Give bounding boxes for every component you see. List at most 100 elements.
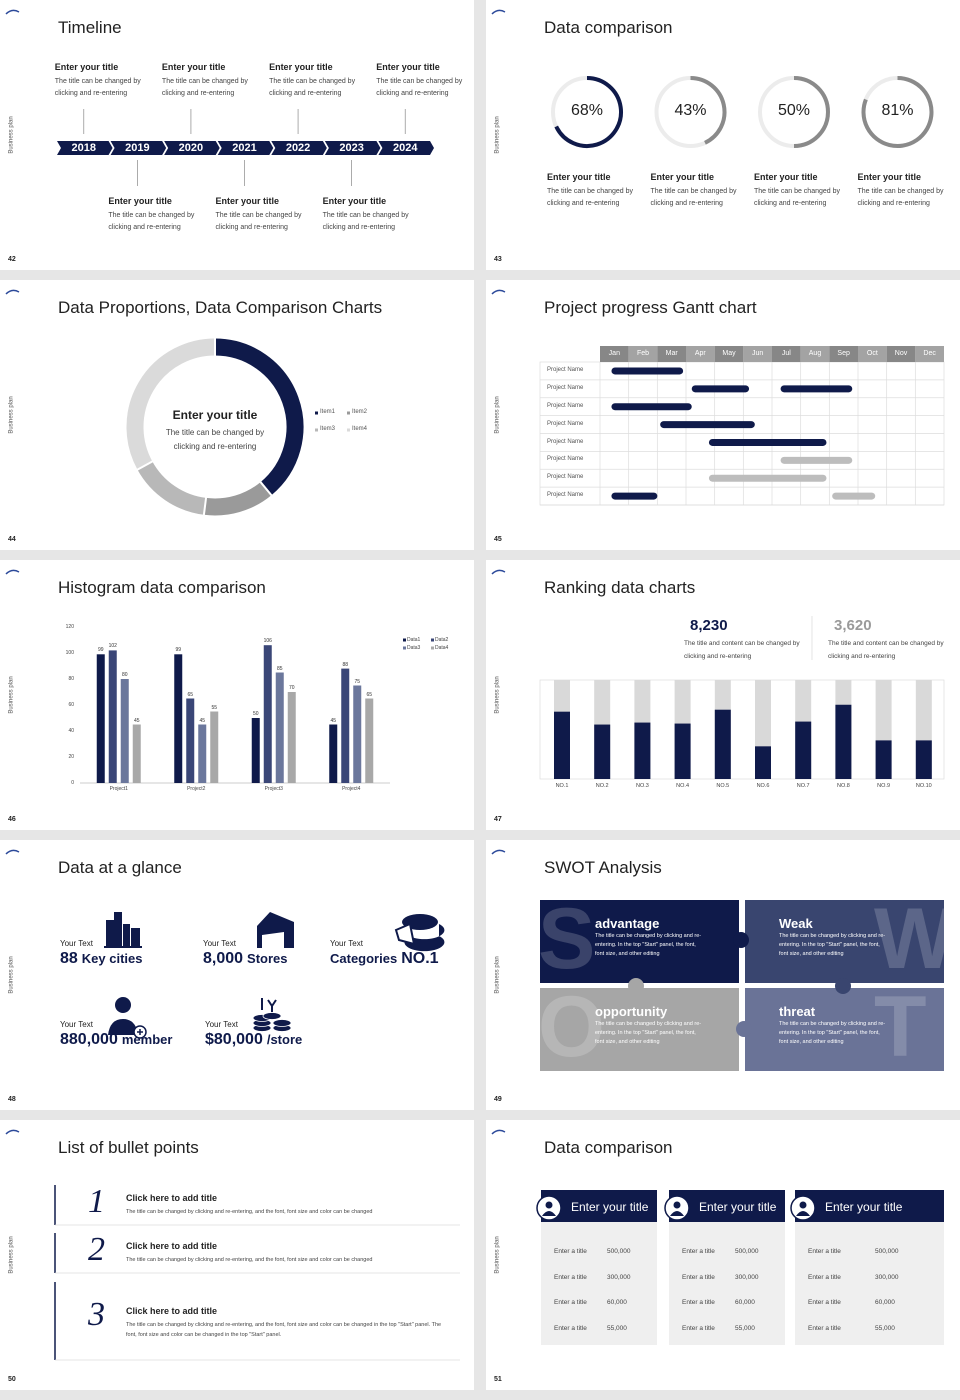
month-label: Sep	[837, 350, 850, 357]
legend-swatch	[315, 428, 318, 432]
center-text: The title can be changed by clicking and…	[165, 428, 265, 451]
stat-line: $80,000/store	[205, 1031, 302, 1049]
bullet-text: The title can be changed by clicking and…	[126, 1257, 373, 1263]
bar	[108, 650, 117, 783]
stat-value: 8,230	[690, 617, 728, 634]
year-segment	[57, 141, 113, 155]
item-title: Enter your title	[754, 172, 818, 182]
swot-quadrant	[540, 988, 739, 1071]
logo	[5, 849, 20, 855]
bar	[795, 721, 812, 779]
swot-letter: T	[874, 979, 927, 1075]
stat-text: The title and content can be changed by …	[828, 640, 944, 660]
bar	[263, 645, 272, 783]
legend-swatch	[431, 638, 434, 642]
puzzle-knob	[628, 978, 644, 994]
legend-swatch	[403, 638, 406, 642]
page-number: 50	[8, 1376, 16, 1383]
year-label: 2022	[285, 142, 311, 154]
item-title: Enter your title	[269, 62, 333, 72]
slide: Business plan 45 Project progress Gantt ch…	[486, 280, 960, 550]
card-body	[795, 1222, 944, 1345]
value: $80,000	[205, 1031, 263, 1048]
month-header	[628, 346, 658, 362]
swot-letter: W	[874, 891, 956, 987]
bar	[594, 724, 611, 779]
value-label: 45	[199, 717, 206, 724]
legend-swatch	[347, 411, 350, 415]
item-title: Enter your title	[650, 172, 715, 182]
bar	[554, 711, 570, 779]
swot-quadrant	[745, 900, 944, 983]
page-number: 42	[8, 256, 16, 263]
icon-person-body	[108, 1019, 138, 1035]
row-value: 500,000	[607, 1248, 631, 1255]
bar	[674, 723, 691, 779]
caption: Your Text	[60, 1020, 93, 1029]
icon-pie-slice	[394, 922, 416, 946]
slide-title: Data comparison	[544, 1138, 673, 1157]
card-icon-body	[796, 1211, 810, 1216]
bar	[287, 692, 296, 783]
y-tick-label: 120	[65, 624, 74, 630]
chart-frame	[539, 679, 945, 780]
x-tick-label: NO.1	[555, 783, 569, 789]
bar	[275, 672, 284, 783]
y-tick-label: 60	[68, 702, 74, 708]
slide-graphics	[5, 569, 434, 784]
row-label: Enter a title	[682, 1248, 715, 1255]
bar	[174, 654, 183, 783]
value-label: 50	[252, 711, 259, 717]
card-icon-head	[545, 1201, 553, 1209]
side-label: Business plan	[494, 956, 501, 994]
slide: Business plan 42 Timeline 2018 Enter your ti…	[0, 0, 474, 270]
x-tick-label: NO.6	[756, 783, 770, 789]
caption: Your Text	[330, 939, 363, 948]
bar	[198, 724, 207, 783]
item-text: The title can be changed by clicking and…	[54, 78, 141, 97]
swot-title: advantage	[595, 916, 660, 931]
month-label: Dec	[923, 350, 936, 357]
x-tick-label: NO.2	[595, 783, 609, 789]
logo	[491, 1129, 506, 1135]
swot-text: The title can be changed by clicking and…	[779, 1021, 886, 1045]
donut-segment	[126, 338, 216, 470]
page-number: 49	[494, 1096, 502, 1103]
stat-line: Categories NO.1	[330, 950, 439, 968]
legend-label: Data2	[435, 637, 449, 643]
ring-arc	[554, 76, 623, 148]
year-label: 2018	[71, 142, 97, 154]
icon-coin	[262, 1012, 282, 1020]
swot-text: The title can be changed by clicking and…	[779, 933, 886, 957]
value-label: 88	[342, 661, 349, 668]
legend-label: Item4	[352, 426, 368, 432]
bar	[875, 740, 892, 779]
page-number: 48	[8, 1096, 16, 1103]
stat-line: 880,000 member	[60, 1031, 172, 1049]
item-title: Enter your title	[54, 62, 119, 72]
value-label: 99	[175, 647, 182, 654]
row-label: Enter a title	[808, 1248, 841, 1255]
logo	[5, 569, 20, 575]
month-header	[657, 346, 686, 362]
slide-graphics	[491, 289, 945, 506]
swot-letter: S	[538, 891, 596, 987]
slide-graphics	[5, 289, 350, 517]
ring-arc	[690, 76, 727, 145]
row-label: Project Name	[547, 438, 584, 445]
row-label: Project Name	[547, 420, 584, 427]
month-label: Jul	[781, 350, 791, 357]
month-header	[600, 346, 629, 362]
value-label: 65	[366, 691, 373, 698]
year-label: 2024	[392, 142, 418, 154]
page-number: 45	[494, 536, 502, 543]
icon-building	[114, 912, 122, 947]
swot-letter: O	[538, 979, 605, 1075]
slide-title: Data comparison	[544, 18, 673, 37]
legend-label: Data4	[435, 645, 449, 651]
page-number: 43	[494, 256, 502, 263]
item-title: Enter your title	[108, 196, 172, 206]
page-number: 51	[494, 1376, 502, 1383]
x-tick-label: Project4	[342, 786, 361, 792]
row-value: 60,000	[875, 1299, 895, 1306]
